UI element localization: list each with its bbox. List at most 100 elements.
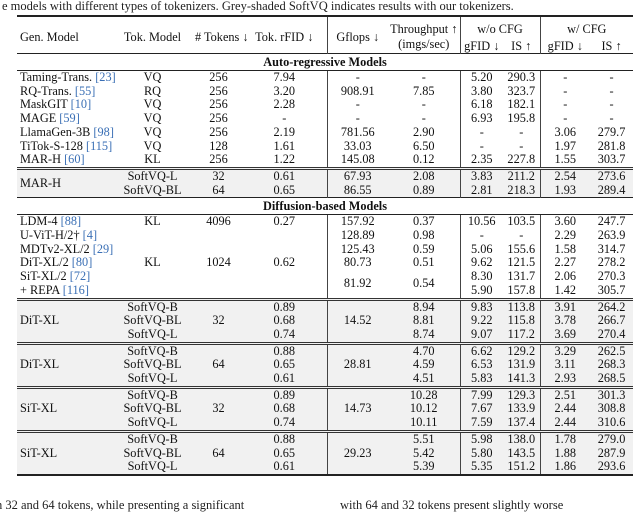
wo-cfg-gfid-cell: 6.53 bbox=[459, 358, 503, 373]
throughput-cell: 5.42 bbox=[388, 446, 460, 461]
wo-cfg-is-cell: 131.9 bbox=[503, 358, 541, 373]
wo-cfg-is-cell: 182.1 bbox=[507, 97, 536, 112]
col-w-cfg: w/ CFG bbox=[539, 16, 634, 38]
citation-link[interactable]: [29] bbox=[89, 241, 114, 256]
citation-link[interactable]: [115] bbox=[82, 138, 113, 153]
throughput-cell: 10.11 bbox=[388, 415, 460, 432]
w-cfg-gfid-cell: 1.78 bbox=[539, 429, 591, 447]
throughput-cell: 2.90 bbox=[412, 124, 435, 139]
gen-model-name: U-ViT-H/2† bbox=[20, 228, 80, 243]
wo-cfg-is-cell: 131.7 bbox=[507, 269, 536, 284]
table-row: DiT-XL SoftVQ-B 32 0.89 14.52 8.94 9.83 113.8 3.… bbox=[17, 297, 634, 344]
citation-number[interactable]: 115 bbox=[90, 138, 109, 153]
table-row: U-ViT-H/2† [4] KL 1024 0.62 128.89 0.98- -2.29… bbox=[17, 228, 633, 269]
wo-cfg-gfid-cell: 5.20 bbox=[459, 70, 503, 85]
citation-number[interactable]: 72 bbox=[73, 269, 87, 284]
throughput-cell: 4.51 bbox=[388, 371, 460, 388]
table-row: SoftVQ-L 0.74 10.11 7.59 137.4 2.44 310.6 bbox=[17, 415, 634, 432]
wo-cfg-is-cell: - bbox=[519, 124, 524, 139]
rfid-cell: 1.61 bbox=[273, 138, 296, 153]
wo-cfg-gfid-cell: 6.18 bbox=[459, 98, 503, 113]
wo-cfg-is-cell: 113.8 bbox=[503, 297, 541, 315]
throughput-cell: 5.39 bbox=[388, 460, 460, 476]
citation-link[interactable]: [60] bbox=[61, 152, 85, 167]
citation-number[interactable]: 60 bbox=[68, 152, 81, 167]
gen-model-name: MAGE bbox=[20, 111, 57, 126]
gen-model-cell: LDM-4 [88] bbox=[17, 214, 110, 229]
citation-number[interactable]: 80 bbox=[75, 255, 89, 270]
tokens-cell: 256 bbox=[209, 152, 228, 167]
rfid-cell: 0.65 bbox=[242, 358, 327, 373]
table-header: Gen. Model Tok. Model # Tokens ↓ Tok. rF… bbox=[17, 16, 634, 54]
citation-link[interactable]: [59] bbox=[56, 111, 80, 126]
citation-number[interactable]: 98 bbox=[97, 124, 110, 139]
rfid-cell: 2.28 bbox=[273, 97, 296, 112]
citation-link[interactable]: [88] bbox=[57, 214, 82, 229]
w-cfg-gfid-cell: 3.29 bbox=[539, 341, 591, 359]
w-cfg-is-cell: 278.2 bbox=[597, 255, 626, 270]
w-cfg-is-cell: - bbox=[609, 83, 614, 98]
wo-cfg-gfid-cell: - bbox=[459, 139, 503, 154]
citation-number[interactable]: 29 bbox=[96, 241, 110, 256]
wo-cfg-is-cell: 129.3 bbox=[503, 385, 541, 403]
section-autoregressive: Auto-regressive Models bbox=[17, 53, 634, 71]
citation-number[interactable]: 10 bbox=[74, 97, 88, 112]
gen-model-cell: TiTok-S-128 [115] bbox=[17, 138, 113, 154]
w-cfg-is-cell: 273.6 bbox=[590, 166, 634, 184]
throughput-cell: 0.12 bbox=[412, 152, 435, 167]
wo-cfg-gfid-cell: - bbox=[459, 228, 503, 243]
tok-model-cell: SoftVQ-B bbox=[110, 341, 195, 359]
w-cfg-is-cell: 270.4 bbox=[590, 327, 634, 344]
table-row: DiT-XL SoftVQ-B 64 0.88 28.81 4.70 6.62 129.2 3.… bbox=[17, 341, 634, 388]
citation-link[interactable]: [55] bbox=[71, 83, 96, 98]
citation-number[interactable]: 55 bbox=[79, 83, 92, 98]
gen-model-cell: U-ViT-H/2† [4] bbox=[17, 228, 110, 243]
tokens-cell: 256 bbox=[209, 83, 228, 98]
gen-model-cell: MDTv2-XL/2 [29] bbox=[17, 242, 113, 257]
throughput-cell: 4.59 bbox=[388, 358, 460, 373]
gen-model-cell: + REPA [116] bbox=[17, 282, 110, 299]
citation-number[interactable]: 116 bbox=[66, 282, 85, 297]
throughput-cell: 0.54 bbox=[412, 275, 435, 290]
col-throughput: Throughput ↑ (imgs/sec) bbox=[388, 16, 460, 54]
table-row: LDM-4 [88] KL 4096 0.27 157.92 0.37 10.56 103.5… bbox=[17, 214, 633, 230]
wo-cfg-is-cell: 290.3 bbox=[507, 70, 536, 84]
gflops-cell: 80.73 bbox=[326, 256, 388, 271]
tok-model-cell: KL bbox=[144, 255, 161, 270]
gflops-cell: - bbox=[326, 70, 388, 85]
gen-model-cell: MaskGIT [10] bbox=[17, 98, 110, 112]
tok-model-cell: SoftVQ-B bbox=[110, 385, 195, 403]
citation-link[interactable]: [80] bbox=[68, 255, 93, 270]
citation-number[interactable]: 23 bbox=[99, 70, 112, 84]
citation-number[interactable]: 88 bbox=[64, 214, 78, 229]
wo-cfg-gfid-cell: 2.81 bbox=[459, 183, 503, 198]
table-row: LlamaGen-3B [98] VQ 256 2.19 781.56 2.90- -3.0… bbox=[17, 124, 633, 140]
rfid-cell: 0.65 bbox=[242, 446, 327, 461]
col-wo-gfid: gFID ↓ bbox=[459, 38, 503, 54]
rfid-cell: 0.74 bbox=[242, 415, 327, 432]
wo-cfg-is-cell: 195.8 bbox=[507, 111, 536, 126]
citation-number[interactable]: 4 bbox=[86, 228, 93, 243]
citation-link[interactable]: [4] bbox=[79, 228, 98, 243]
citation-link[interactable]: [23] bbox=[92, 70, 116, 84]
w-cfg-is-cell: 264.2 bbox=[590, 297, 634, 315]
wo-cfg-is-cell: 143.5 bbox=[503, 446, 541, 461]
gen-model-cell: MAR-H [60] bbox=[17, 152, 110, 168]
citation-link[interactable]: [10] bbox=[67, 97, 92, 112]
throughput-cell: 10.12 bbox=[388, 402, 460, 417]
citation-number[interactable]: 59 bbox=[63, 111, 76, 126]
table-row: SoftVQ-L 0.74 8.74 9.07 117.2 3.69 270.4 bbox=[17, 327, 634, 344]
w-cfg-is-cell: 289.4 bbox=[590, 183, 634, 198]
rfid-cell: 0.74 bbox=[242, 327, 327, 344]
wo-cfg-gfid-cell: 5.35 bbox=[459, 460, 503, 476]
citation-link[interactable]: [72] bbox=[66, 269, 91, 284]
tokens-cell: 256 bbox=[209, 124, 228, 139]
throughput-label: Throughput bbox=[390, 21, 449, 36]
w-cfg-is-cell: - bbox=[609, 70, 614, 84]
wo-cfg-is-cell: 157.8 bbox=[507, 282, 536, 297]
tok-model-cell: SoftVQ-B bbox=[110, 297, 195, 315]
wo-cfg-gfid-cell: 7.59 bbox=[459, 415, 503, 432]
table-row: SiT-XL SoftVQ-B 64 0.88 29.23 5.51 5.98 138.0 1.… bbox=[17, 429, 634, 476]
citation-link[interactable]: [116] bbox=[59, 282, 89, 297]
citation-link[interactable]: [98] bbox=[90, 124, 114, 139]
